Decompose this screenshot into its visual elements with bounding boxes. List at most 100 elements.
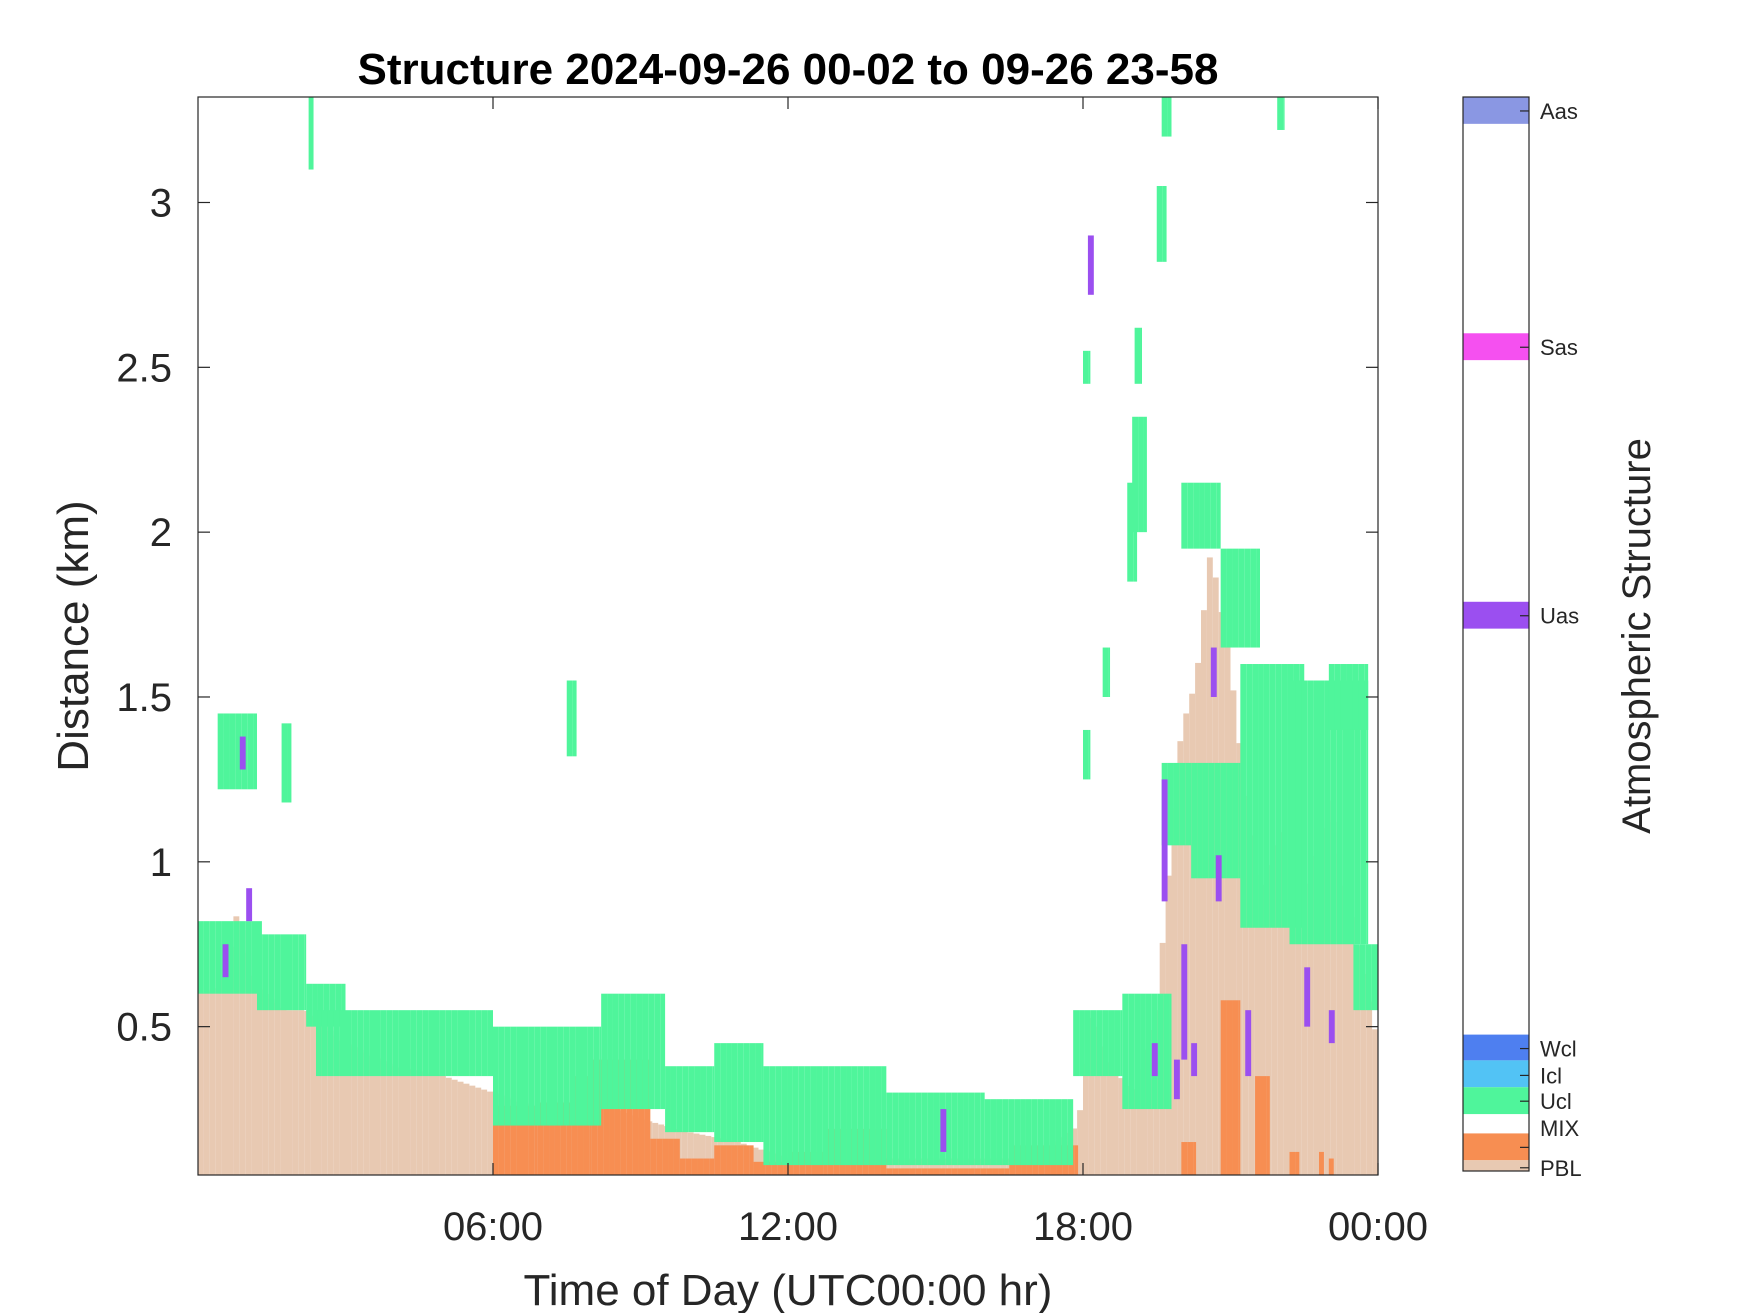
ucl-cell bbox=[654, 993, 661, 1110]
mix-cell bbox=[1260, 1076, 1267, 1175]
ucl-cell bbox=[968, 1092, 975, 1166]
x-axis: 06:00 12:00 18:00 00:00 bbox=[443, 97, 1428, 1249]
pbl-cell bbox=[1195, 662, 1201, 1175]
pbl-cell bbox=[1301, 911, 1308, 1175]
ucl-cell bbox=[720, 1043, 727, 1143]
ucl-cell bbox=[323, 983, 330, 1027]
ucl-cell bbox=[1055, 1099, 1062, 1166]
pbl-cell bbox=[1177, 741, 1184, 1175]
pbl-cell bbox=[1130, 1089, 1137, 1175]
pbl-cell bbox=[422, 1072, 429, 1175]
mix-cell bbox=[620, 1059, 627, 1175]
ucl-cell bbox=[792, 1066, 799, 1166]
pbl-cell bbox=[310, 1015, 316, 1175]
pbl-cell bbox=[233, 916, 240, 1175]
ucl-cell bbox=[1134, 993, 1141, 1110]
ucl-cell bbox=[737, 1043, 744, 1143]
ucl-cell bbox=[463, 1010, 470, 1077]
ucl-cell bbox=[1102, 647, 1109, 697]
mix-cell bbox=[650, 1138, 657, 1175]
ucl-cell bbox=[1120, 1010, 1123, 1077]
mix-cell bbox=[945, 1168, 952, 1175]
pbl-cell bbox=[215, 988, 222, 1175]
mix-cell bbox=[614, 1059, 621, 1175]
ucl-cell bbox=[439, 1010, 446, 1077]
mix-cell bbox=[1193, 1142, 1197, 1175]
mix-cell bbox=[1220, 1000, 1227, 1175]
ucl-cell bbox=[1157, 993, 1164, 1110]
mix-cell bbox=[662, 1138, 669, 1175]
ucl-cell bbox=[321, 1010, 328, 1077]
ucl-cell bbox=[984, 1099, 991, 1166]
ucl-cell bbox=[281, 723, 288, 803]
ucl-cell bbox=[369, 1010, 375, 1077]
uas-cell bbox=[1191, 1043, 1198, 1077]
ucl-cell bbox=[1037, 1099, 1044, 1166]
pbl-cell bbox=[369, 1055, 375, 1175]
mix-cell bbox=[1328, 1158, 1334, 1175]
ucl-cell bbox=[1197, 762, 1203, 879]
mix-cell bbox=[522, 1105, 529, 1175]
ucl-cell bbox=[392, 1010, 399, 1077]
pbl-cell bbox=[357, 1050, 364, 1175]
mix-cell bbox=[777, 1161, 784, 1175]
ucl-cell bbox=[540, 1026, 547, 1126]
ucl-cell bbox=[268, 934, 275, 1011]
pbl-cell bbox=[245, 952, 252, 1175]
ucl-cell bbox=[1173, 762, 1180, 846]
ucl-cell bbox=[575, 1026, 582, 1126]
ucl-cell bbox=[404, 1010, 411, 1077]
ucl-cell bbox=[339, 1010, 346, 1077]
colorbar-swatch-wcl bbox=[1463, 1034, 1529, 1061]
ucl-cell bbox=[1073, 1010, 1080, 1077]
ucl-cell bbox=[227, 921, 234, 994]
pbl-cell bbox=[457, 1081, 464, 1175]
ucl-cell bbox=[743, 1043, 750, 1143]
pbl-cell bbox=[1319, 828, 1325, 1175]
pbl-cell bbox=[923, 1158, 930, 1175]
ucl-cell bbox=[498, 1026, 505, 1126]
pbl-cell bbox=[1242, 795, 1249, 1175]
pbl-cell bbox=[363, 1052, 370, 1175]
pbl-cell bbox=[398, 1067, 405, 1175]
pbl-cell bbox=[976, 1158, 983, 1175]
mix-cell bbox=[549, 1102, 555, 1175]
ucl-cell bbox=[630, 993, 637, 1110]
pbl-cell bbox=[982, 1158, 989, 1175]
ucl-cell bbox=[642, 993, 649, 1110]
ucl-cell bbox=[316, 1010, 322, 1077]
ucl-cell bbox=[1340, 664, 1347, 730]
pbl-cell bbox=[475, 1087, 482, 1175]
ucl-cell bbox=[1156, 186, 1163, 262]
y-tick-label: 2 bbox=[150, 511, 172, 555]
mix-cell bbox=[571, 1076, 578, 1175]
mix-cell bbox=[951, 1168, 958, 1175]
pbl-cell bbox=[298, 1010, 305, 1175]
ucl-cell bbox=[1354, 680, 1361, 945]
pbl-cell bbox=[941, 1158, 948, 1175]
pbl-cell bbox=[752, 1147, 759, 1175]
ucl-cell bbox=[1348, 680, 1355, 945]
pbl-cell bbox=[345, 1044, 352, 1175]
mix-cell bbox=[720, 1145, 727, 1175]
ucl-cell bbox=[209, 921, 216, 994]
ucl-cell bbox=[233, 921, 240, 994]
ucl-cell bbox=[755, 1043, 762, 1143]
ucl-cell bbox=[1289, 680, 1296, 945]
mix-cell bbox=[697, 1158, 704, 1175]
pbl-cell bbox=[1083, 1064, 1089, 1175]
pbl-cell bbox=[1254, 875, 1260, 1175]
ucl-cell bbox=[1240, 664, 1247, 928]
pbl-cell bbox=[1124, 1085, 1131, 1175]
ucl-cell bbox=[1143, 416, 1147, 533]
mix-cell bbox=[921, 1168, 928, 1175]
pbl-cell bbox=[481, 1089, 488, 1175]
mix-cell bbox=[493, 1105, 499, 1175]
colorbar-title: Atmospheric Structure bbox=[1615, 438, 1659, 834]
pbl-cell bbox=[380, 1061, 387, 1175]
mix-cell bbox=[1187, 1142, 1194, 1175]
pbl-cell bbox=[198, 992, 204, 1175]
ucl-cell bbox=[810, 1066, 817, 1166]
ucl-cell bbox=[363, 1010, 370, 1077]
ucl-cell bbox=[749, 1043, 756, 1143]
